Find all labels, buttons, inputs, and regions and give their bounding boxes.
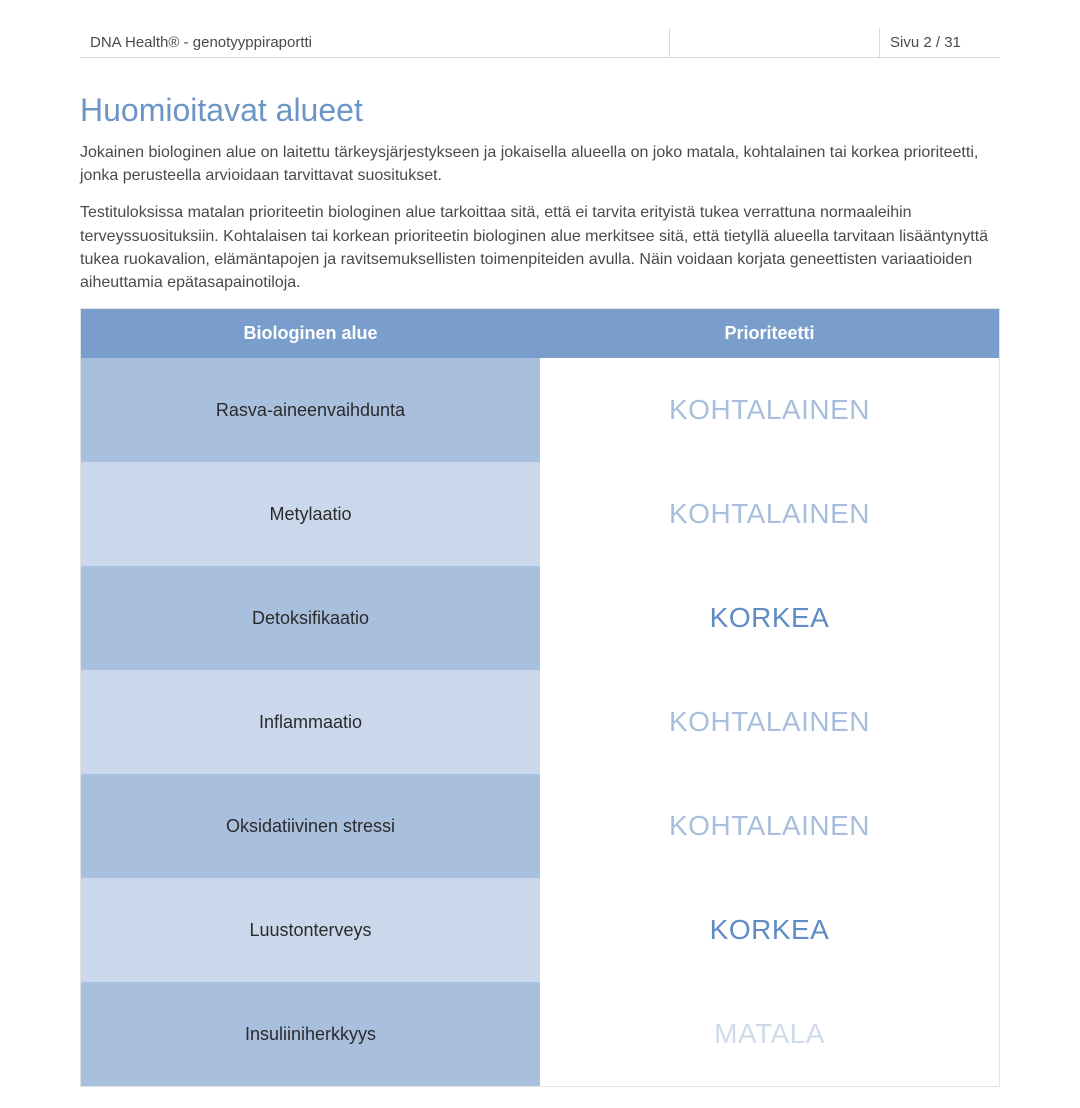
brand-name: DNA Health® - genotyyppiraportti xyxy=(90,34,312,51)
area-cell: Oksidatiivinen stressi xyxy=(81,774,540,878)
intro-paragraph-2: Testituloksissa matalan prioriteetin bio… xyxy=(80,201,1000,294)
table-row: Oksidatiivinen stressiKOHTALAINEN xyxy=(81,774,999,878)
section-heading: Huomioitavat alueet xyxy=(80,92,1000,129)
report-title-cell: DNA Health® - genotyyppiraportti xyxy=(80,28,670,58)
report-page: DNA Health® - genotyyppiraportti Sivu 2 … xyxy=(0,28,1080,1087)
page-number: Sivu 2 / 31 xyxy=(890,34,961,51)
area-cell: Metylaatio xyxy=(81,462,540,566)
priority-cell: KORKEA xyxy=(540,566,999,670)
priority-table: Biologinen alue Prioriteetti Rasva-ainee… xyxy=(80,308,1000,1087)
page-number-cell: Sivu 2 / 31 xyxy=(880,28,1000,58)
area-cell: Luustonterveys xyxy=(81,878,540,982)
table-row: InflammaatioKOHTALAINEN xyxy=(81,670,999,774)
intro-paragraph-1: Jokainen biologinen alue on laitettu tär… xyxy=(80,141,1000,187)
priority-cell: KOHTALAINEN xyxy=(540,358,999,462)
table-row: LuustonterveysKORKEA xyxy=(81,878,999,982)
area-cell: Insuliiniherkkyys xyxy=(81,982,540,1086)
col-header-area: Biologinen alue xyxy=(81,309,540,358)
table-body: Rasva-aineenvaihduntaKOHTALAINENMetylaat… xyxy=(81,358,999,1086)
priority-cell: KORKEA xyxy=(540,878,999,982)
table-row: MetylaatioKOHTALAINEN xyxy=(81,462,999,566)
header-spacer xyxy=(670,28,880,58)
table-row: DetoksifikaatioKORKEA xyxy=(81,566,999,670)
priority-cell: KOHTALAINEN xyxy=(540,670,999,774)
page-header-bar: DNA Health® - genotyyppiraportti Sivu 2 … xyxy=(80,28,1000,58)
table-row: InsuliiniherkkyysMATALA xyxy=(81,982,999,1086)
priority-cell: KOHTALAINEN xyxy=(540,462,999,566)
col-header-priority: Prioriteetti xyxy=(540,309,999,358)
area-cell: Detoksifikaatio xyxy=(81,566,540,670)
priority-cell: KOHTALAINEN xyxy=(540,774,999,878)
area-cell: Rasva-aineenvaihdunta xyxy=(81,358,540,462)
table-row: Rasva-aineenvaihduntaKOHTALAINEN xyxy=(81,358,999,462)
table-header-row: Biologinen alue Prioriteetti xyxy=(81,309,999,358)
area-cell: Inflammaatio xyxy=(81,670,540,774)
priority-cell: MATALA xyxy=(540,982,999,1086)
